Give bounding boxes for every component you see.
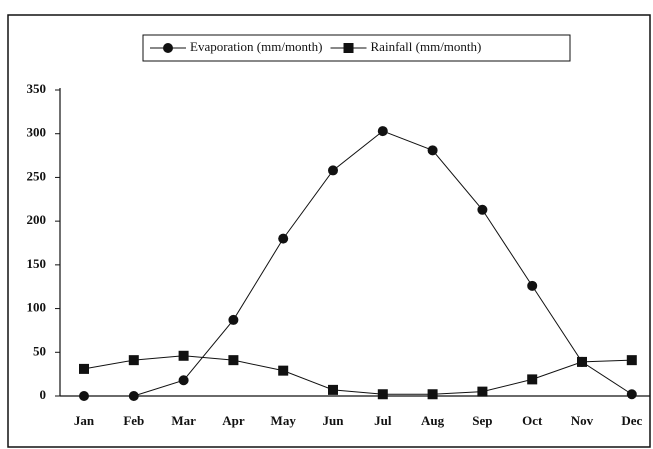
data-point: [228, 314, 239, 325]
data-point: [477, 204, 488, 215]
data-point: [328, 384, 338, 395]
x-tick-label: Oct: [522, 413, 543, 428]
data-point: [128, 391, 139, 401]
data-point: [377, 126, 388, 137]
legend-label: Rainfall (mm/month): [371, 39, 482, 54]
data-point: [228, 355, 239, 366]
y-tick-label: 350: [27, 81, 47, 96]
x-tick-label: Feb: [123, 413, 144, 428]
y-tick-label: 300: [27, 125, 47, 140]
data-point: [178, 375, 189, 386]
data-point: [79, 363, 89, 374]
data-point: [178, 350, 189, 361]
y-tick-label: 0: [40, 387, 47, 402]
data-point: [626, 355, 637, 366]
data-point: [278, 365, 289, 376]
x-tick-label: Jun: [323, 413, 345, 428]
legend-marker: [163, 43, 173, 53]
data-point: [626, 389, 637, 400]
data-point: [278, 233, 289, 244]
series-line: [84, 130, 633, 397]
data-point: [377, 389, 388, 400]
y-tick-label: 50: [33, 343, 46, 358]
data-point: [427, 389, 438, 400]
x-tick-label: Apr: [222, 413, 245, 428]
y-tick-label: 100: [27, 300, 47, 315]
data-point: [79, 391, 89, 401]
x-tick-label: Dec: [621, 413, 642, 428]
x-tick-label: Nov: [571, 413, 594, 428]
x-tick-label: Sep: [472, 413, 492, 428]
x-tick-label: Jul: [374, 413, 392, 428]
y-tick-label: 150: [27, 256, 47, 271]
x-tick-label: May: [271, 413, 297, 428]
legend-label: Evaporation (mm/month): [190, 39, 323, 54]
data-point: [477, 386, 488, 397]
y-tick-label: 250: [27, 168, 47, 183]
series-line: [83, 355, 632, 395]
x-tick-label: Jan: [74, 413, 95, 428]
data-point: [128, 355, 139, 366]
data-point: [577, 356, 587, 367]
y-tick-label: 200: [27, 212, 47, 227]
x-tick-label: Mar: [171, 413, 196, 428]
x-tick-label: Aug: [421, 413, 445, 428]
legend-marker: [343, 43, 354, 53]
chart-frame: [7, 14, 651, 448]
data-point: [427, 145, 438, 156]
data-point: [527, 280, 538, 291]
data-point: [328, 165, 338, 176]
data-point: [527, 374, 538, 385]
